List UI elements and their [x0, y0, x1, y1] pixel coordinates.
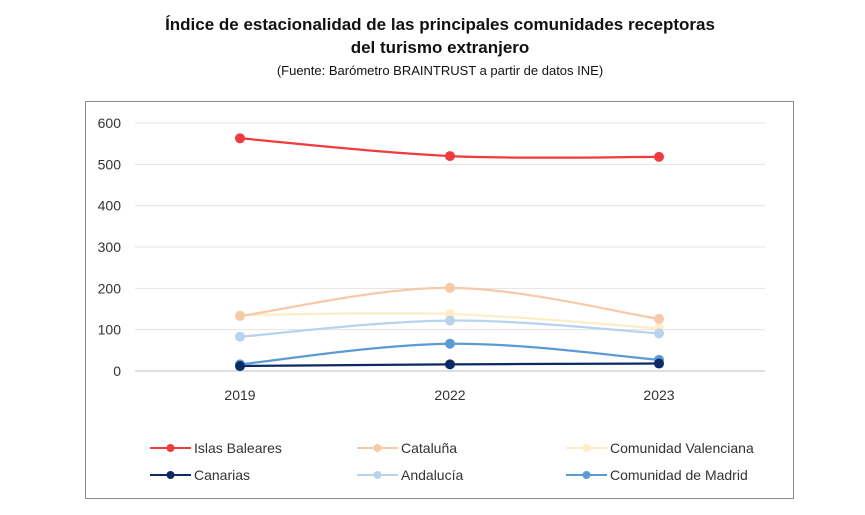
chart-source: (Fuente: Barómetro BRAINTRUST a partir d… — [276, 63, 604, 78]
legend-item: Islas Baleares — [150, 440, 282, 456]
y-tick-label: 200 — [98, 280, 122, 296]
legend-label: Cataluña — [401, 440, 457, 456]
y-tick-label: 600 — [98, 115, 122, 131]
y-tick-label: 400 — [98, 198, 122, 214]
legend-item: Comunidad Valenciana — [566, 440, 754, 456]
y-tick-label: 100 — [98, 322, 122, 338]
chart-title-line1: Índice de estacionalidad de las principa… — [165, 15, 715, 34]
data-point — [235, 133, 245, 144]
legend-item: Andalucía — [357, 467, 463, 483]
x-tick-label: 2022 — [434, 387, 465, 403]
legend-label: Canarias — [194, 467, 250, 483]
data-point — [235, 331, 245, 342]
legend-marker — [582, 471, 591, 479]
y-tick-label: 0 — [113, 363, 121, 379]
data-point — [445, 315, 455, 326]
data-point — [235, 361, 245, 372]
data-point — [654, 313, 664, 324]
legend-label: Islas Baleares — [194, 440, 282, 456]
legend-marker — [582, 444, 591, 452]
data-point — [654, 358, 664, 369]
legend-marker — [373, 444, 382, 452]
y-tick-label: 300 — [98, 239, 122, 255]
data-point — [654, 328, 664, 339]
legend-item: Comunidad de Madrid — [566, 467, 748, 483]
legend-marker — [166, 444, 175, 452]
chart-frame — [85, 101, 794, 499]
data-point — [445, 282, 455, 293]
chart-title-line2: del turismo extranjero — [350, 38, 530, 57]
legend-label: Andalucía — [401, 467, 463, 483]
legend-item: Cataluña — [357, 440, 457, 456]
x-tick-label: 2019 — [224, 387, 255, 403]
legend-item: Canarias — [150, 467, 250, 483]
data-point — [445, 151, 455, 162]
legend-label: Comunidad Valenciana — [610, 440, 754, 456]
data-point — [235, 311, 245, 322]
data-point — [445, 338, 455, 349]
data-point — [445, 359, 455, 370]
legend-marker — [373, 471, 382, 479]
y-tick-label: 500 — [98, 156, 122, 172]
legend-marker — [166, 471, 175, 479]
data-point — [654, 151, 664, 162]
legend-label: Comunidad de Madrid — [610, 467, 748, 483]
x-tick-label: 2023 — [643, 387, 674, 403]
